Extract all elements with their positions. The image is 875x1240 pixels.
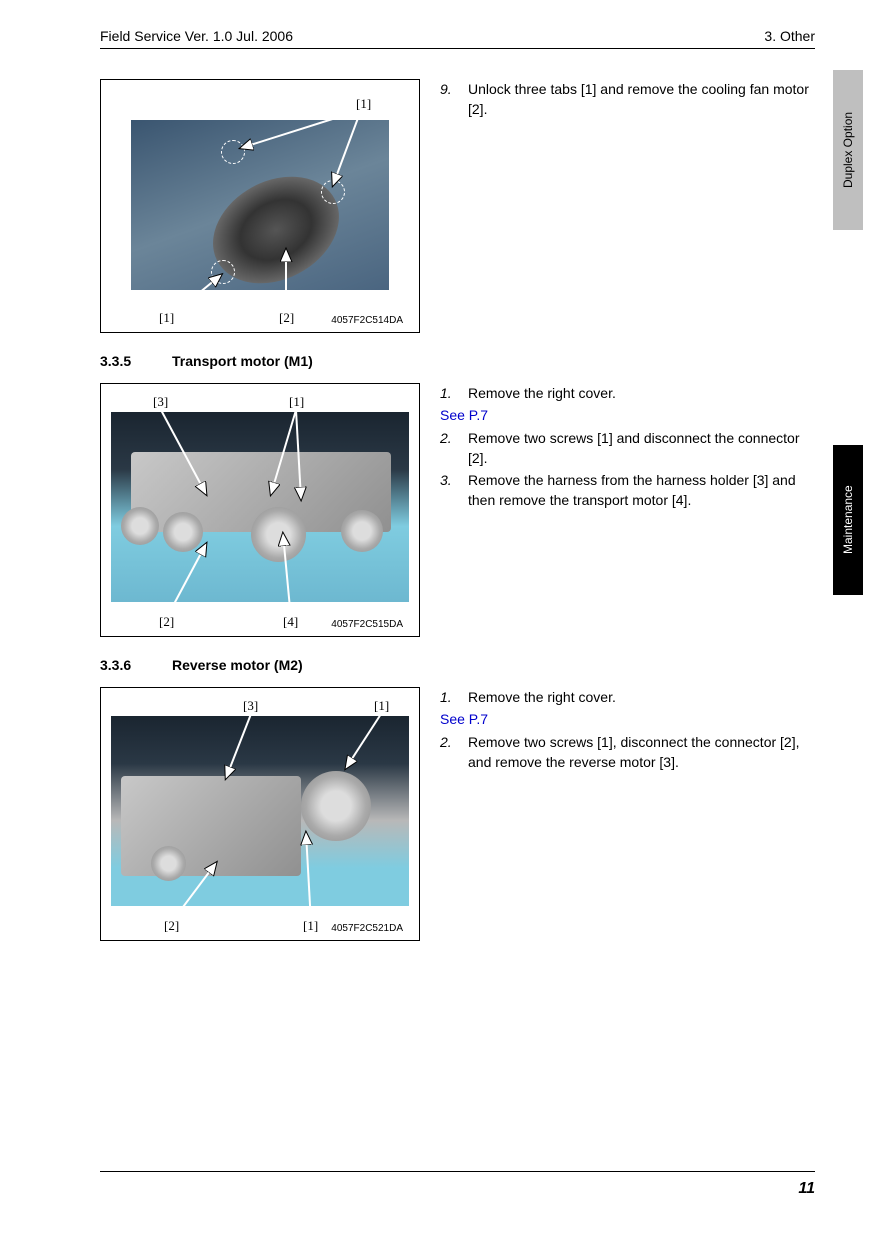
step-text: Remove the right cover.	[468, 383, 815, 403]
see-link[interactable]: See P.7	[440, 405, 815, 425]
step-num: 2.	[440, 428, 468, 469]
figure-fan: [1] [1] [2] 4057F2C514DA	[100, 79, 420, 333]
figure-reverse: [3] [1] [2] [1] 4057F2C521DA	[100, 687, 420, 941]
step-item: 2. Remove two screws [1] and disconnect …	[440, 428, 815, 469]
step-text: Remove the right cover.	[468, 687, 815, 707]
photo-reverse	[111, 716, 409, 906]
label-2-br: [4]	[283, 614, 298, 630]
label-1-br: [2]	[279, 310, 294, 326]
figure-code-1: 4057F2C514DA	[331, 315, 403, 326]
label-3-br: [1]	[303, 918, 318, 934]
step-num: 3.	[440, 470, 468, 511]
step-text: Remove the harness from the harness hold…	[468, 470, 815, 511]
section-336: 3.3.6 Reverse motor (M2)	[100, 657, 815, 673]
section-num: 3.3.5	[100, 353, 172, 369]
figure-code-3: 4057F2C521DA	[331, 923, 403, 934]
step-item: 3. Remove the harness from the harness h…	[440, 470, 815, 511]
label-1-top: [1]	[356, 96, 371, 112]
label-3-tl: [3]	[243, 698, 258, 714]
step-text: Remove two screws [1], disconnect the co…	[468, 732, 815, 773]
header-left: Field Service Ver. 1.0 Jul. 2006	[100, 28, 293, 44]
label-2-tr: [1]	[289, 394, 304, 410]
section-title: Reverse motor (M2)	[172, 657, 303, 673]
section-num: 3.3.6	[100, 657, 172, 673]
section-title: Transport motor (M1)	[172, 353, 313, 369]
figure-transport: [3] [1] [2] [4] 4057F2C515DA	[100, 383, 420, 637]
step-item: 1. Remove the right cover.	[440, 687, 815, 707]
label-3-tr: [1]	[374, 698, 389, 714]
step-num: 2.	[440, 732, 468, 773]
step-item: 9. Unlock three tabs [1] and remove the …	[440, 79, 815, 120]
label-3-bl: [2]	[164, 918, 179, 934]
page-number: 11	[798, 1180, 815, 1197]
step-num: 9.	[440, 79, 468, 120]
step-num: 1.	[440, 687, 468, 707]
step-item: 2. Remove two screws [1], disconnect the…	[440, 732, 815, 773]
label-2-bl: [2]	[159, 614, 174, 630]
page-header: Field Service Ver. 1.0 Jul. 2006 3. Othe…	[100, 28, 815, 49]
row-transport: [3] [1] [2] [4] 4057F2C515DA 1. Remove t…	[100, 383, 815, 637]
photo-fan	[131, 120, 389, 290]
steps-fan: 9. Unlock three tabs [1] and remove the …	[440, 79, 815, 122]
header-right: 3. Other	[764, 28, 815, 44]
row-reverse: [3] [1] [2] [1] 4057F2C521DA 1. Remove t…	[100, 687, 815, 941]
label-1-bl: [1]	[159, 310, 174, 326]
steps-reverse: 1. Remove the right cover. See P.7 2. Re…	[440, 687, 815, 774]
step-item: 1. Remove the right cover.	[440, 383, 815, 403]
photo-transport	[111, 412, 409, 602]
figure-code-2: 4057F2C515DA	[331, 619, 403, 630]
row-fan: [1] [1] [2] 4057F2C514DA 9. Unlock three…	[100, 79, 815, 333]
step-text: Unlock three tabs [1] and remove the coo…	[468, 79, 815, 120]
steps-transport: 1. Remove the right cover. See P.7 2. Re…	[440, 383, 815, 513]
page-content: Field Service Ver. 1.0 Jul. 2006 3. Othe…	[0, 0, 875, 941]
page-footer: 11	[100, 1171, 815, 1198]
step-text: Remove two screws [1] and disconnect the…	[468, 428, 815, 469]
step-num: 1.	[440, 383, 468, 403]
section-335: 3.3.5 Transport motor (M1)	[100, 353, 815, 369]
label-2-tl: [3]	[153, 394, 168, 410]
see-link[interactable]: See P.7	[440, 709, 815, 729]
